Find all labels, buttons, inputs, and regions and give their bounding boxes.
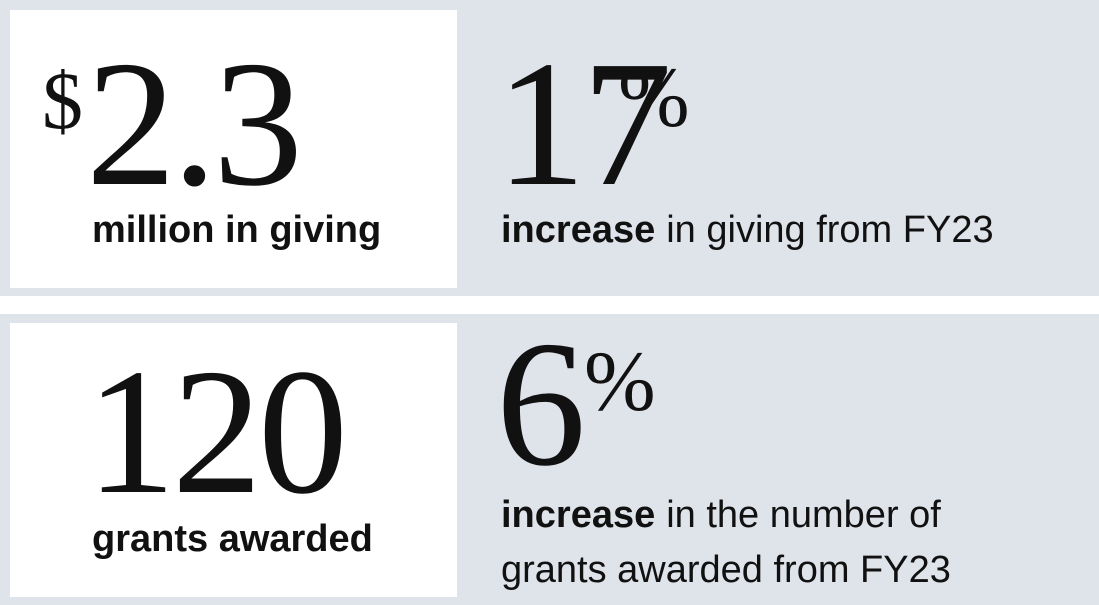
stat-card — [10, 10, 457, 288]
stat-number: 2.3 — [86, 24, 299, 223]
currency-sign: $ — [42, 55, 83, 146]
caption-bold: increase — [501, 494, 655, 536]
stat-caption: million in giving — [92, 209, 381, 251]
caption-text: in giving from FY23 — [666, 209, 993, 251]
stat-caption: increase in the number of — [501, 494, 941, 536]
caption-text: in the number of — [666, 494, 941, 536]
stat-number: 120 — [86, 332, 344, 531]
caption-bold: increase — [501, 209, 655, 251]
percent-sign: % — [584, 333, 656, 429]
stat-caption: increase in giving from FY23 — [501, 209, 994, 251]
stat-caption: grants awarded — [92, 518, 373, 560]
percent-sign: % — [618, 49, 690, 145]
stat-number: 6 — [496, 304, 582, 503]
stat-caption: grants awarded from FY23 — [501, 549, 951, 591]
stat-card — [10, 323, 457, 597]
stat-number: 17 — [496, 24, 668, 223]
